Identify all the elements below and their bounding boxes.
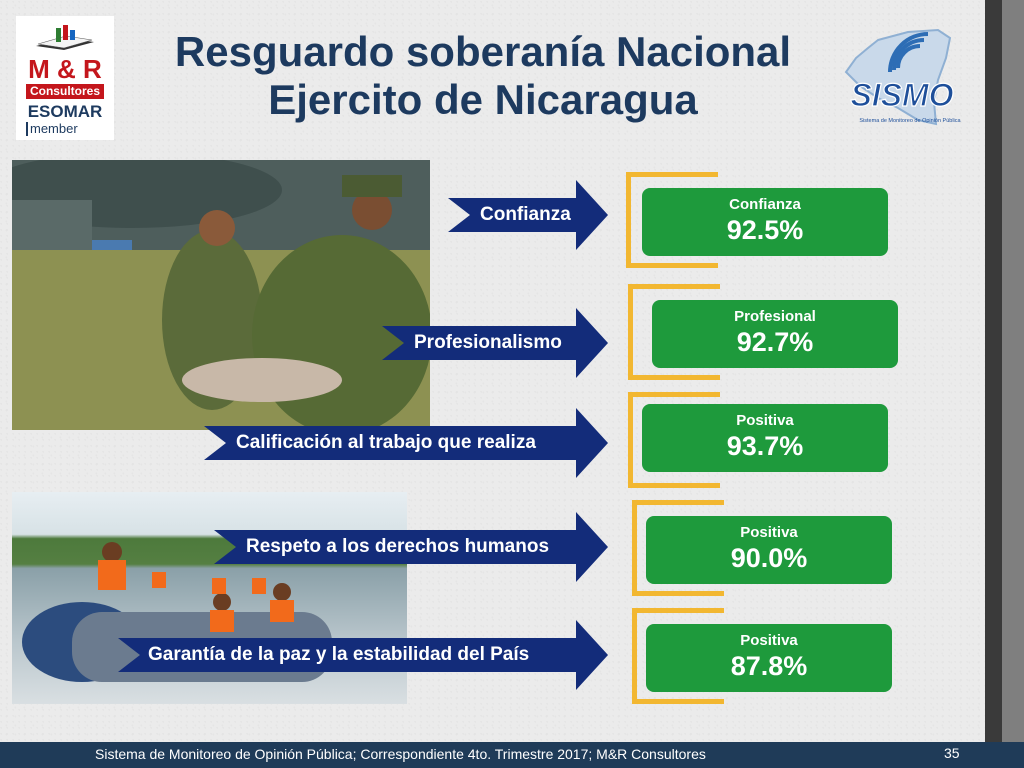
bracket-1 bbox=[626, 172, 718, 268]
value-box-confianza: Confianza 92.5% bbox=[642, 188, 888, 256]
title-line-2: Ejercito de Nicaragua bbox=[268, 76, 698, 123]
value-box-profesional: Profesional 92.7% bbox=[652, 300, 898, 368]
esomar-member: member bbox=[26, 122, 78, 136]
bracket-4 bbox=[632, 500, 724, 596]
value-box-calificacion: Positiva 93.7% bbox=[642, 404, 888, 472]
arrow-item-4: Respeto a los derechos humanos bbox=[214, 512, 608, 582]
box-label: Positiva bbox=[740, 524, 798, 541]
arrow-item-1: Confianza bbox=[448, 180, 608, 250]
mr-logo: M & R Consultores ESOMAR member bbox=[16, 16, 114, 140]
box-value: 93.7% bbox=[726, 431, 804, 461]
bracket-2 bbox=[628, 284, 720, 380]
box-label: Positiva bbox=[740, 632, 798, 649]
box-value: 92.7% bbox=[736, 327, 814, 357]
title-line-1: Resguardo soberanía Nacional bbox=[174, 28, 792, 75]
arrow-item-2: Profesionalismo bbox=[382, 308, 608, 378]
page-number: 35 bbox=[944, 745, 960, 761]
page-title: Resguardo soberanía Nacional Ejercito de… bbox=[128, 28, 838, 124]
value-box-garantia: Positiva 87.8% bbox=[646, 624, 892, 692]
book-chart-icon bbox=[36, 25, 94, 50]
box-label: Profesional bbox=[734, 308, 816, 325]
sismo-brand: SISMO bbox=[850, 77, 953, 113]
footer-bar: Sistema de Monitoreo de Opinión Pública;… bbox=[0, 742, 1024, 768]
slide: M & R Consultores ESOMAR member Resguard… bbox=[0, 0, 1002, 742]
slide-frame-right bbox=[985, 0, 1002, 742]
label-garantia-paz: Garantía de la paz y la estabilidad del … bbox=[148, 644, 530, 665]
box-label: Positiva bbox=[736, 412, 794, 429]
mr-logo-brand: M & R bbox=[28, 54, 102, 84]
box-value: 92.5% bbox=[726, 215, 804, 245]
label-profesionalismo: Profesionalismo bbox=[414, 332, 562, 353]
label-derechos-humanos: Respeto a los derechos humanos bbox=[246, 536, 550, 557]
bracket-3 bbox=[628, 392, 720, 488]
mr-logo-consultores: Consultores bbox=[26, 84, 104, 99]
bracket-5 bbox=[632, 608, 724, 704]
military-photo-stretcher bbox=[12, 160, 430, 430]
box-value: 87.8% bbox=[730, 651, 808, 681]
footer-text: Sistema de Monitoreo de Opinión Pública;… bbox=[95, 746, 706, 762]
box-value: 90.0% bbox=[730, 543, 808, 573]
sismo-logo: SISMO Sistema de Monitoreo de Opinión Pú… bbox=[844, 28, 962, 126]
sismo-tagline: Sistema de Monitoreo de Opinión Pública bbox=[859, 118, 961, 124]
arrow-item-3: Calificación al trabajo que realiza bbox=[204, 408, 608, 478]
value-box-derechos: Positiva 90.0% bbox=[646, 516, 892, 584]
label-confianza: Confianza bbox=[480, 204, 571, 225]
box-label: Confianza bbox=[729, 196, 801, 213]
arrow-item-5: Garantía de la paz y la estabilidad del … bbox=[118, 620, 608, 690]
label-calificacion: Calificación al trabajo que realiza bbox=[236, 432, 536, 453]
esomar-logo: ESOMAR bbox=[27, 102, 103, 121]
